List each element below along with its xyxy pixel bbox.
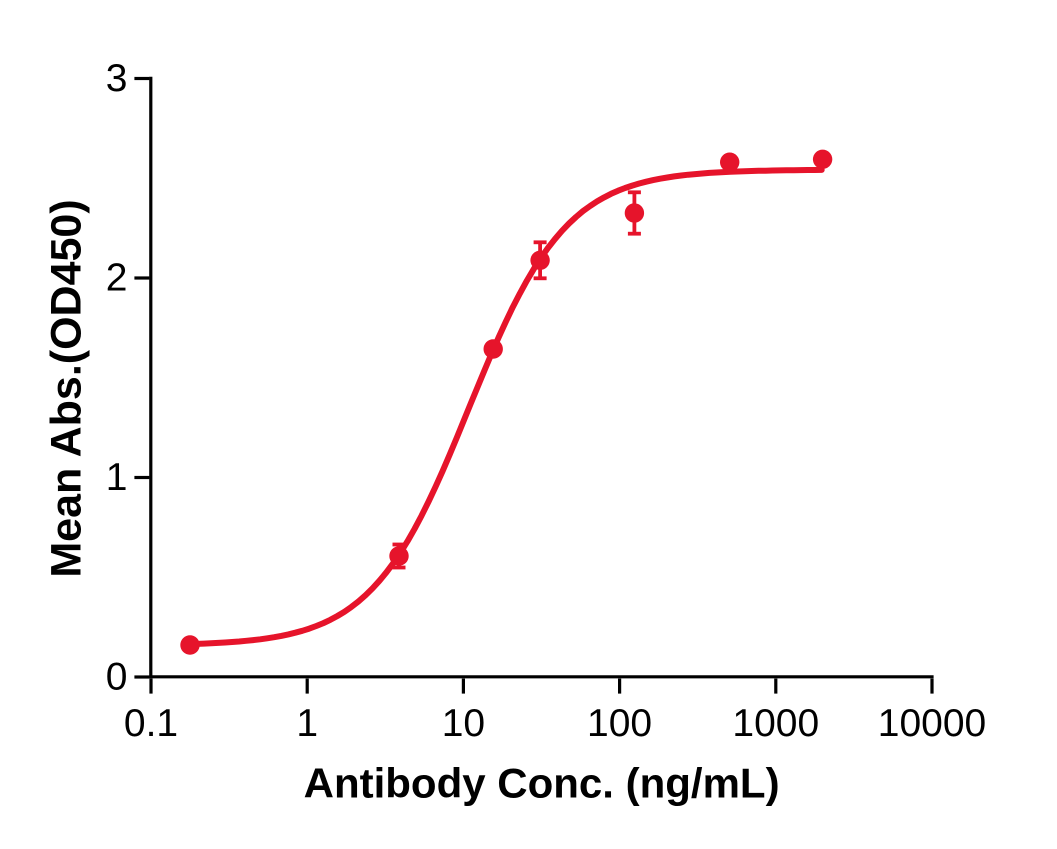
svg-text:0: 0	[106, 656, 128, 699]
svg-text:Mean Abs.(OD450): Mean Abs.(OD450)	[43, 199, 91, 577]
svg-text:3: 3	[106, 57, 128, 100]
svg-text:10000: 10000	[878, 702, 986, 745]
svg-text:0.1: 0.1	[124, 702, 178, 745]
svg-text:Antibody Conc. (ng/mL): Antibody Conc. (ng/mL)	[304, 759, 780, 806]
svg-text:100: 100	[587, 702, 652, 745]
svg-text:1: 1	[296, 702, 318, 745]
svg-text:10: 10	[442, 702, 485, 745]
svg-text:2: 2	[106, 257, 128, 300]
svg-text:1: 1	[106, 456, 128, 499]
svg-text:1000: 1000	[732, 702, 819, 745]
